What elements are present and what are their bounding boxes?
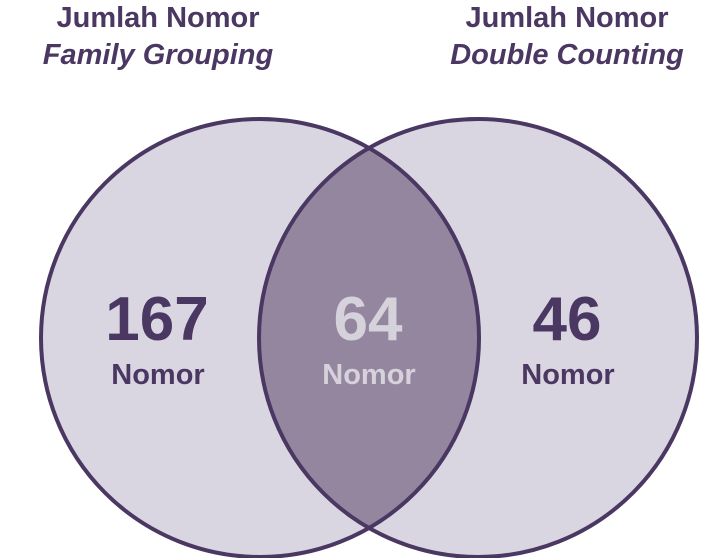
- right-set-outline: [257, 117, 699, 558]
- left-set-title: Jumlah Nomor Family Grouping: [0, 0, 328, 74]
- left-set-outline: [39, 117, 481, 558]
- intersection-value: 64: [334, 285, 403, 354]
- right-only-value: 46: [533, 285, 602, 354]
- left-only-value: 167: [105, 285, 208, 354]
- left-only-unit: Nomor: [111, 359, 204, 391]
- left-set-title-line1: Jumlah Nomor: [56, 2, 260, 34]
- right-only-unit: Nomor: [521, 359, 614, 391]
- right-set-title-line1: Jumlah Nomor: [465, 2, 669, 34]
- intersection-unit: Nomor: [322, 359, 415, 391]
- left-set-title-line2: Family Grouping: [42, 39, 274, 71]
- right-set-title-line2: Double Counting: [450, 39, 684, 71]
- right-set-title: Jumlah Nomor Double Counting: [397, 0, 724, 74]
